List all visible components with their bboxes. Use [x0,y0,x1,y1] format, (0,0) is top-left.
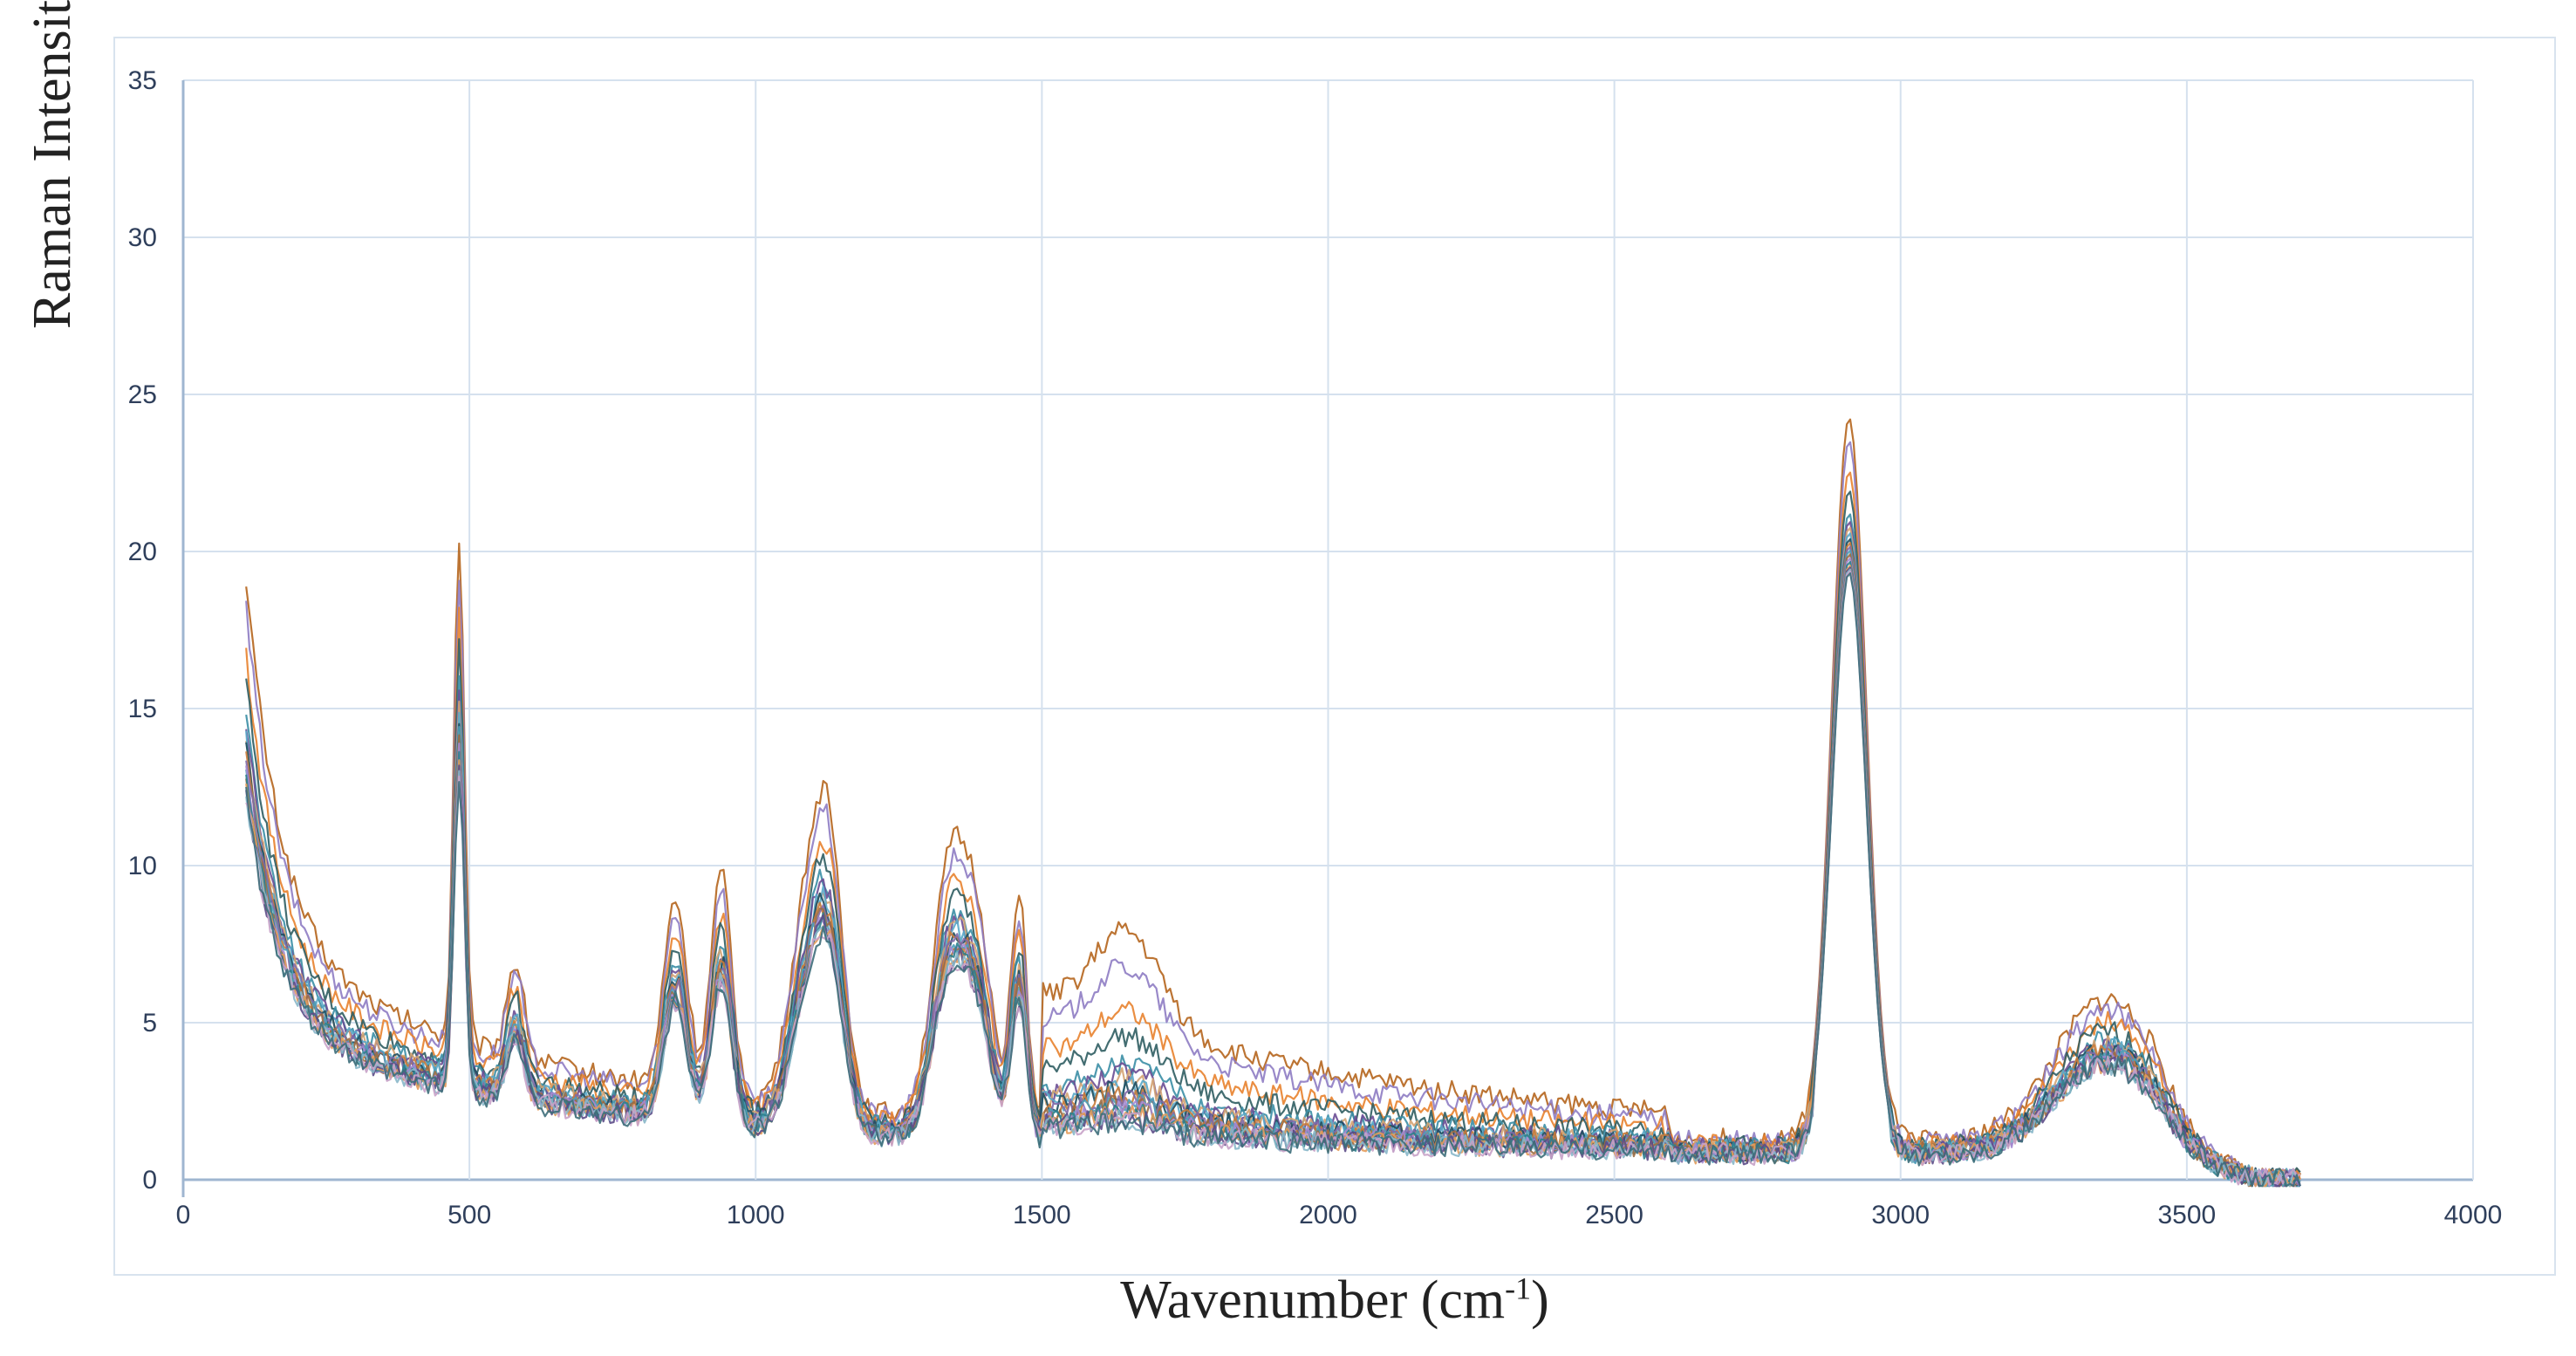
x-axis-title: Wavenumber (cm-1) [899,1270,1771,1332]
tick-labels: 0 5 10 15 20 25 30 35 0 500 1000 1500 2000 2500 3000 35… [128,66,2503,1229]
spectrum-line [245,560,2301,1188]
x-tick-label: 2000 [1299,1201,1357,1229]
spectrum-line [245,471,2301,1188]
series-group [245,418,2301,1188]
chart-frame [113,37,2556,1276]
spectrum-line [245,557,2301,1188]
spectrum-line [245,553,2301,1188]
x-tick-label: 1500 [1013,1201,1071,1229]
x-tick-label: 3000 [1871,1201,1930,1229]
x-axis-title-close: ) [1531,1270,1549,1330]
y-tick-label: 10 [128,852,157,880]
x-tick-label: 1000 [727,1201,785,1229]
y-tick-label: 35 [128,66,157,95]
x-axis-title-sup: -1 [1505,1270,1532,1306]
y-tick-label: 15 [128,695,157,723]
x-tick-label: 0 [176,1201,191,1229]
y-tick-label: 30 [128,223,157,252]
y-tick-label: 25 [128,380,157,409]
x-tick-label: 3500 [2158,1201,2217,1229]
x-axis-title-main: Wavenumber (cm [1120,1270,1506,1330]
y-tick-label: 0 [142,1166,157,1195]
x-tick-label: 2500 [1585,1201,1643,1229]
x-tick-label: 4000 [2444,1201,2503,1229]
y-tick-label: 5 [142,1009,157,1038]
spectrum-line [245,572,2301,1188]
y-tick-label: 20 [128,538,157,566]
x-tick-label: 500 [448,1201,491,1229]
y-axis-title: Raman Intensity [23,0,82,330]
spectrum-line [245,441,2301,1188]
